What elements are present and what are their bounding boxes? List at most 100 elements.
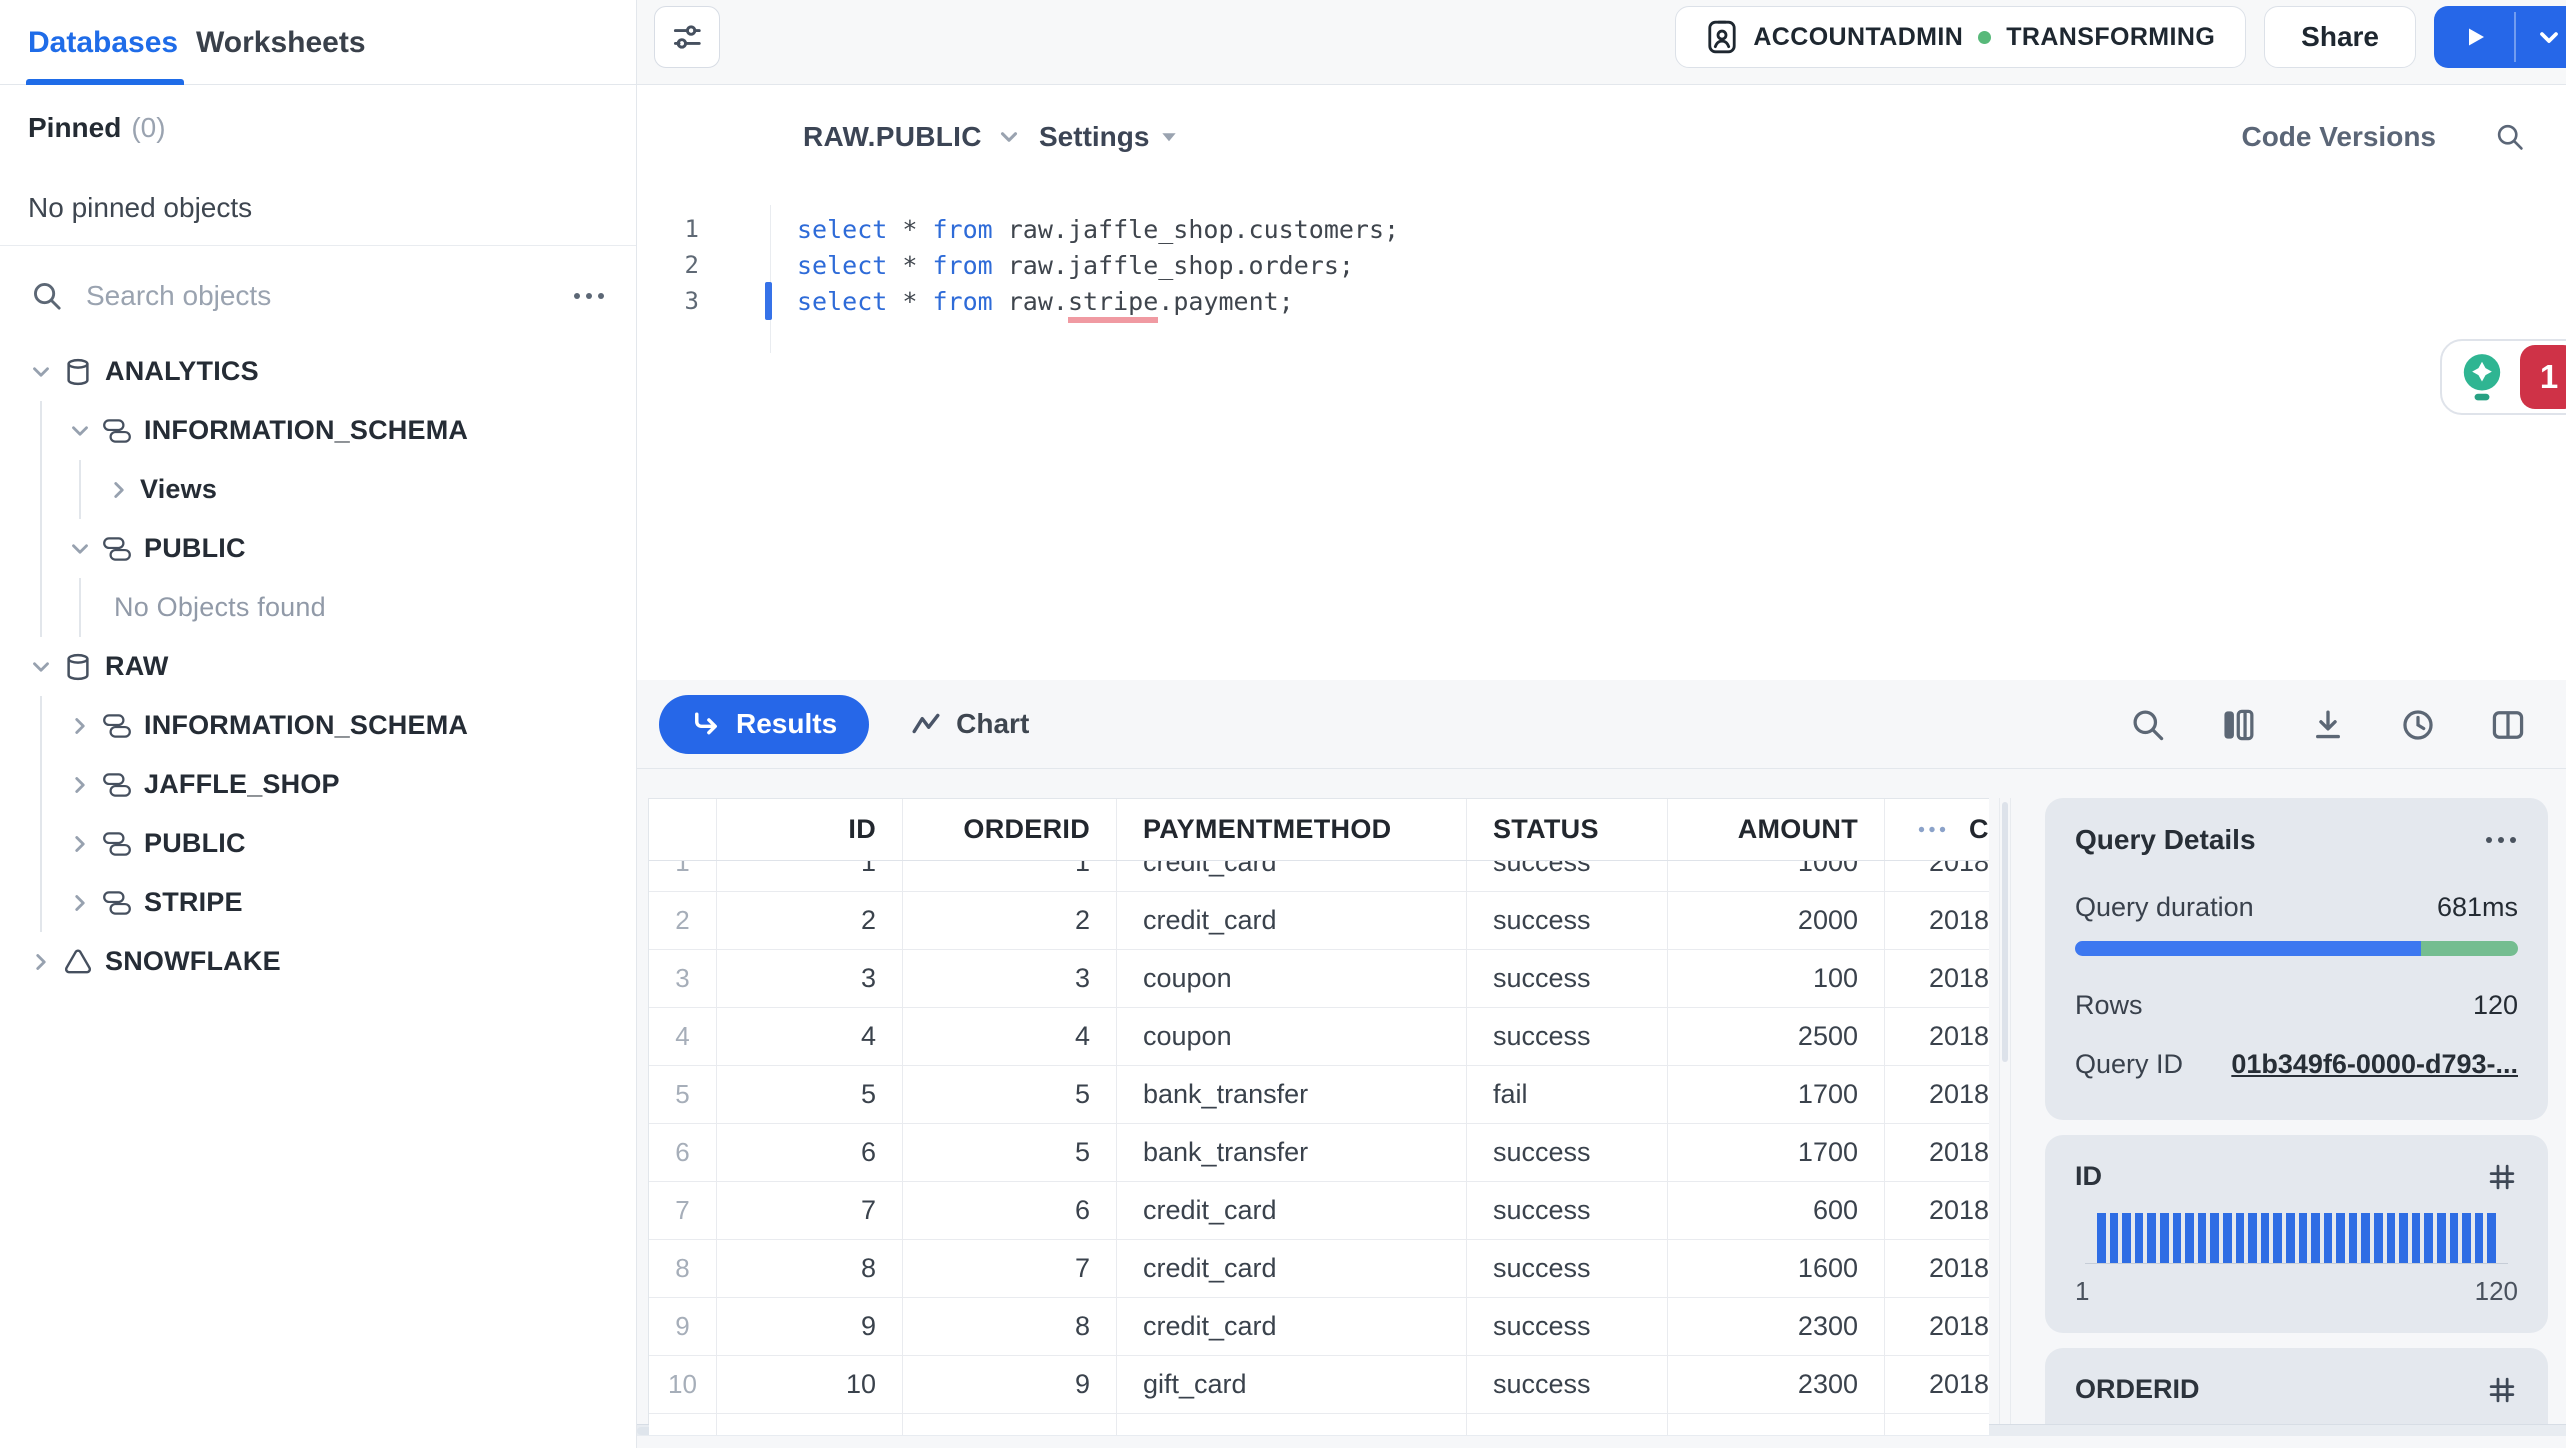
tree-item-views[interactable]: Views <box>0 460 636 519</box>
search-results-icon[interactable] <box>2126 703 2170 747</box>
context-role-warehouse-button[interactable]: ACCOUNTADMIN TRANSFORMING <box>1675 6 2247 68</box>
tree-item-information-schema[interactable]: INFORMATION_SCHEMA <box>0 401 636 460</box>
table-row[interactable]: 7 7 6 credit_card success 600 2018 <box>649 1182 1989 1240</box>
table-row[interactable]: 8 8 7 credit_card success 1600 2018 <box>649 1240 1989 1298</box>
histogram-baseline <box>2085 1263 2508 1264</box>
table-row[interactable]: 6 6 5 bank_transfer success 1700 2018 <box>649 1124 1989 1182</box>
table-row[interactable]: 4 4 4 coupon success 2500 2018 <box>649 1008 1989 1066</box>
triangle-down-icon <box>1161 131 1177 143</box>
database-context-selector[interactable]: RAW.PUBLIC <box>803 85 1022 189</box>
chevRight-icon <box>106 477 132 503</box>
sql-editor[interactable]: 1 select * from raw.jaffle_shop.customers… <box>637 189 2566 680</box>
table-row[interactable]: 9 9 8 credit_card success 2300 2018 <box>649 1298 1989 1356</box>
code-versions-button[interactable]: Code Versions <box>2241 121 2436 152</box>
columns-icon[interactable] <box>2216 703 2260 747</box>
cell: 2018 <box>1929 1079 1989 1109</box>
cell: 4 <box>717 1008 903 1065</box>
tree-item-label: No Objects found <box>114 592 326 622</box>
histogram-bar <box>2336 1213 2345 1263</box>
cell: success <box>1467 1240 1668 1297</box>
warehouse-status-dot-icon <box>1978 30 1992 44</box>
histogram-bar <box>2285 1213 2295 1263</box>
column-header-ORDERID[interactable]: ORDERID <box>903 799 1117 860</box>
tree-item-information-schema[interactable]: INFORMATION_SCHEMA <box>0 696 636 755</box>
tree-item-analytics[interactable]: ANALYTICS <box>0 342 636 401</box>
column-header-C[interactable]: C <box>1885 799 1989 860</box>
chevRight-icon <box>28 949 54 975</box>
tab-results[interactable]: Results <box>659 694 870 754</box>
column-header-STATUS[interactable]: STATUS <box>1467 799 1668 860</box>
schema-icon <box>101 887 133 919</box>
run-button[interactable] <box>2434 6 2514 68</box>
histogram-bar <box>2462 1213 2471 1263</box>
histogram-bar <box>2399 1213 2408 1263</box>
cell: success <box>1467 1298 1668 1355</box>
tree-item-public[interactable]: PUBLIC <box>0 814 636 873</box>
schema-icon <box>101 769 133 801</box>
filters-button[interactable] <box>654 6 720 68</box>
tree-item-jaffle-shop[interactable]: JAFFLE_SHOP <box>0 755 636 814</box>
cell: 2018 <box>1929 1021 1989 1051</box>
query-id-link[interactable]: 01b349f6-0000-d793-... <box>2231 1049 2518 1079</box>
play-icon <box>2459 22 2489 52</box>
column-header-PAYMENTMETHOD[interactable]: PAYMENTMETHOD <box>1117 799 1467 860</box>
tab-chart[interactable]: Chart <box>911 708 1029 740</box>
table-vertical-scrollbar[interactable] <box>1999 798 2011 1436</box>
row-number: 5 <box>649 1066 717 1123</box>
numeric-hash-icon[interactable] <box>2486 1161 2518 1193</box>
code-line-1: 1 select * from raw.jaffle_shop.customers… <box>637 211 2566 247</box>
histogram-bar <box>2122 1213 2131 1263</box>
tree-item-label: PUBLIC <box>144 533 246 563</box>
tree-item-stripe[interactable]: STRIPE <box>0 873 636 932</box>
cell: 2018 <box>1929 1137 1989 1167</box>
histogram-bar <box>2097 1213 2106 1263</box>
column-header-ID[interactable]: ID <box>717 799 903 860</box>
tree-item-label: ANALYTICS <box>105 356 259 386</box>
results-header-row: ID ORDERID PAYMENTMETHOD STATUS AMOUNT C <box>649 799 1989 861</box>
scrollbar-thumb[interactable] <box>2002 802 2008 1062</box>
histogram-bar <box>2147 1213 2156 1263</box>
search-options-dots-icon[interactable] <box>572 291 606 301</box>
cell: credit_card <box>1117 1298 1467 1355</box>
tree-item-snowflake[interactable]: SNOWFLAKE <box>0 932 636 991</box>
table-row[interactable]: 2 2 2 credit_card success 2000 2018 <box>649 892 1989 950</box>
table-row[interactable]: 10 10 9 gift_card success 2300 2018 <box>649 1356 1989 1414</box>
table-row[interactable]: 5 5 5 bank_transfer fail 1700 2018 <box>649 1066 1989 1124</box>
run-options-button[interactable] <box>2516 6 2566 68</box>
split-panel-icon[interactable] <box>2486 703 2530 747</box>
cell: 1700 <box>1668 1124 1885 1181</box>
editor-search-icon[interactable] <box>2494 121 2526 153</box>
tab-worksheets[interactable]: Worksheets <box>196 25 366 59</box>
settings-menu[interactable]: Settings <box>1039 85 1177 189</box>
query-details-menu-icon[interactable] <box>2484 835 2518 845</box>
table-row[interactable] <box>649 1414 1989 1435</box>
tree-item-raw[interactable]: RAW <box>0 637 636 696</box>
editor-hint-pill[interactable]: 1 <box>2440 339 2566 415</box>
results-toolbar: Results Chart <box>637 680 2566 769</box>
editor-header: RAW.PUBLIC Settings Code Versions <box>637 85 2566 189</box>
cell: fail <box>1467 1066 1668 1123</box>
query-id-label: Query ID <box>2075 1049 2184 1079</box>
cell: 1700 <box>1668 1066 1885 1123</box>
cell <box>717 1414 903 1435</box>
table-row[interactable]: 3 3 3 coupon success 100 2018 <box>649 950 1989 1008</box>
cell <box>1467 1414 1668 1435</box>
cell: 6 <box>903 1182 1117 1239</box>
search-objects-input[interactable]: Search objects <box>0 246 636 346</box>
cell: 1600 <box>1668 1240 1885 1297</box>
share-button[interactable]: Share <box>2264 6 2416 68</box>
main-panel: ACCOUNTADMIN TRANSFORMING Share <box>637 0 2566 1448</box>
id-histogram[interactable] <box>2097 1211 2496 1263</box>
history-clock-icon[interactable] <box>2396 703 2440 747</box>
cell: 2018 <box>1929 1311 1989 1341</box>
tab-databases[interactable]: Databases <box>25 0 185 85</box>
cell: success <box>1467 950 1668 1007</box>
rows-value: 120 <box>2472 990 2518 1020</box>
download-icon[interactable] <box>2306 703 2350 747</box>
column-header-AMOUNT[interactable]: AMOUNT <box>1668 799 1885 860</box>
numeric-hash-icon[interactable] <box>2486 1374 2518 1406</box>
query-duration-value: 681ms <box>2436 892 2518 922</box>
histogram-bar <box>2273 1213 2282 1263</box>
tree-item-public[interactable]: PUBLIC <box>0 519 636 578</box>
